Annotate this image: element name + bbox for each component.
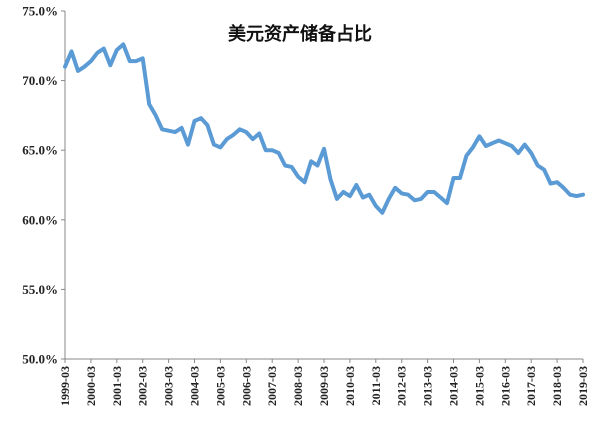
x-tick-label: 2002-03	[136, 366, 150, 406]
x-tick-label: 2003-03	[162, 366, 176, 406]
y-tick-label: 60.0%	[22, 212, 58, 227]
x-tick-label: 2012-03	[395, 366, 409, 406]
y-axis: 50.0% 55.0% 60.0% 65.0% 70.0% 75.0%	[22, 4, 66, 367]
x-tick-label: 2004-03	[188, 366, 202, 406]
x-tick-label: 2007-03	[265, 366, 279, 406]
x-tick-label: 2000-03	[84, 366, 98, 406]
plot-area	[63, 42, 585, 215]
x-tick-label: 2015-03	[472, 366, 486, 406]
x-tick-label: 2009-03	[317, 366, 331, 406]
x-tick-label: 2011-03	[369, 366, 383, 405]
y-tick-label: 55.0%	[22, 282, 58, 297]
x-tick-label: 2010-03	[343, 366, 357, 406]
x-tick-label: 2008-03	[291, 366, 305, 406]
series-line	[63, 42, 585, 215]
x-tick-label: 1999-03	[58, 366, 72, 406]
x-tick-label: 2001-03	[110, 366, 124, 406]
y-tick-label: 75.0%	[22, 4, 58, 19]
x-tick-label: 2019-03	[576, 366, 590, 406]
x-tick-label: 2018-03	[550, 366, 564, 406]
x-axis: 1999-03 2000-03 2001-03 2002-03 2003-03 2004-…	[58, 358, 590, 406]
y-tick-label: 65.0%	[22, 143, 58, 158]
x-tick-label: 2017-03	[524, 366, 538, 406]
y-tick-label: 70.0%	[22, 73, 58, 88]
x-tick-label: 2014-03	[447, 366, 461, 406]
x-tick-label: 2016-03	[498, 366, 512, 406]
x-tick-label: 2006-03	[239, 366, 253, 406]
y-tick-label: 50.0%	[22, 352, 58, 367]
x-tick-label: 2005-03	[213, 366, 227, 406]
chart-title: 美元资产储备占比	[228, 23, 372, 45]
x-tick-label: 2013-03	[421, 366, 435, 406]
